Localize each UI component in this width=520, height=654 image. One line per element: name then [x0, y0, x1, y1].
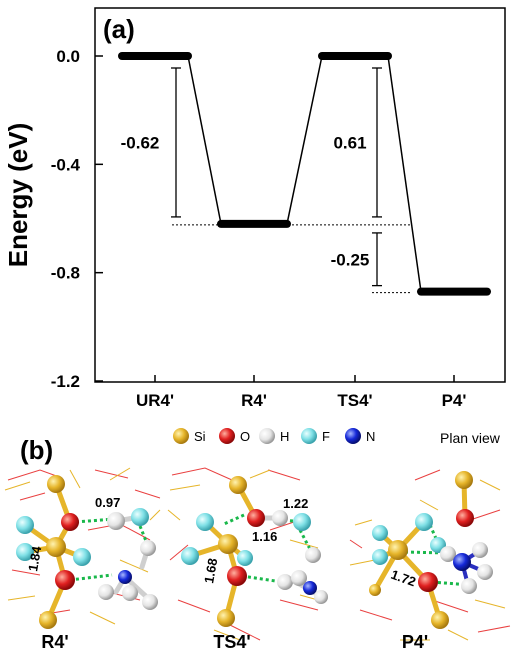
x-tick-label: UR4': [136, 391, 174, 410]
panel-b-label: (b): [20, 435, 53, 465]
n-atom: [118, 570, 132, 584]
h-atom: [107, 512, 125, 530]
atom-legend: Si O H F N Plan view: [173, 428, 501, 446]
o-atom: [55, 570, 75, 590]
structure-label-p4: P4': [402, 632, 428, 652]
energy-connector-line: [187, 55, 222, 225]
structures-panel: (b) Si O H F N Plan view: [4, 428, 511, 652]
si-atom: [47, 475, 65, 493]
f-atom: [196, 513, 214, 531]
structure-p4: 1.72 P4': [349, 469, 511, 652]
y-axis-ticks: 0.0 -0.4 -0.8 -1.2: [51, 47, 103, 391]
si-atom: [388, 540, 408, 560]
h-atom: [472, 542, 488, 558]
f-atom: [372, 549, 388, 565]
h-atom: [477, 564, 493, 580]
legend-h-swatch: [259, 428, 275, 444]
structure-label-r4: R4': [41, 632, 68, 652]
bond-length-label: 0.97: [95, 495, 120, 510]
n-atom: [303, 581, 317, 595]
panel-a-label: (a): [103, 14, 135, 44]
o-atom: [456, 509, 474, 527]
h-atom: [272, 510, 288, 526]
si-atom: [218, 534, 238, 554]
h-atom: [291, 570, 307, 586]
f-atom: [181, 547, 199, 565]
y-tick-label: 0.0: [56, 47, 80, 66]
legend-h-label: H: [280, 429, 289, 444]
legend-f-label: F: [322, 429, 330, 444]
h-atom: [461, 578, 477, 594]
energy-connector-line: [286, 55, 323, 225]
f-atom: [131, 508, 149, 526]
y-tick-label: -1.2: [51, 372, 80, 391]
legend-f-swatch: [301, 428, 317, 444]
si-atom: [431, 611, 449, 629]
y-tick-label: -0.8: [51, 264, 80, 283]
structure-r4: 0.97 1.84 R4': [4, 467, 161, 652]
legend-o-label: O: [240, 429, 250, 444]
f-atom: [16, 543, 34, 561]
si-atom: [46, 537, 66, 557]
plan-view-label: Plan view: [440, 430, 501, 446]
x-axis-labels: UR4' R4' TS4' P4': [136, 375, 466, 410]
si-atom: [455, 471, 473, 489]
o-atom: [247, 509, 265, 527]
energy-annotations: -0.62 0.61 -0.25: [121, 67, 412, 294]
o-atom: [418, 572, 438, 592]
h-atom: [314, 590, 328, 604]
legend-o-swatch: [219, 428, 235, 444]
structure-label-ts4: TS4': [213, 632, 250, 652]
x-tick-label: R4': [241, 391, 267, 410]
f-atom: [237, 550, 253, 566]
legend-si-swatch: [173, 428, 189, 444]
lattice-lines: [349, 469, 511, 641]
bond-length-label: 1.22: [283, 496, 308, 511]
bond-length-label: 1.68: [201, 557, 220, 585]
y-tick-label: -0.4: [51, 155, 81, 174]
o-atom: [61, 513, 79, 531]
h-atom: [122, 585, 138, 601]
h-atom: [277, 574, 293, 590]
energy-connector-line: [387, 55, 422, 292]
f-atom: [372, 525, 388, 541]
bond-length-label: 1.84: [25, 544, 44, 572]
y-axis-title: Energy (eV): [3, 123, 33, 268]
legend-n-label: N: [366, 429, 375, 444]
plot-frame: [94, 7, 506, 383]
h-atom: [140, 540, 156, 556]
h-atom: [305, 547, 321, 563]
x-tick-label: P4': [442, 391, 467, 410]
si-atom: [229, 476, 247, 494]
energy-profile-lines: [118, 52, 491, 296]
lattice-lines: [167, 467, 319, 641]
energy-difference-label: 0.61: [333, 133, 366, 152]
structure-ts4: 1.22 1.16 1.68 TS4': [167, 467, 328, 652]
f-atom: [293, 513, 311, 531]
f-atom: [415, 513, 433, 531]
h-atom: [440, 546, 456, 562]
energy-difference-label: -0.62: [121, 133, 160, 152]
si-atom: [369, 584, 381, 596]
o-atom: [227, 566, 247, 586]
bond-length-label: 1.16: [252, 529, 277, 544]
h-atom: [142, 594, 158, 610]
x-tick-label: TS4': [337, 391, 372, 410]
si-atom: [217, 609, 235, 627]
legend-si-label: Si: [194, 429, 206, 444]
h-atom: [98, 584, 114, 600]
energy-difference-label: -0.25: [331, 250, 370, 269]
f-atom: [73, 548, 91, 566]
f-atom: [16, 516, 34, 534]
si-atom: [39, 611, 57, 629]
n-atom: [453, 553, 471, 571]
energy-profile-chart: (a) Energy (eV) 0.0 -0.4 -0.8 -1.2 UR4' R4' T…: [3, 7, 506, 410]
legend-n-swatch: [345, 428, 361, 444]
